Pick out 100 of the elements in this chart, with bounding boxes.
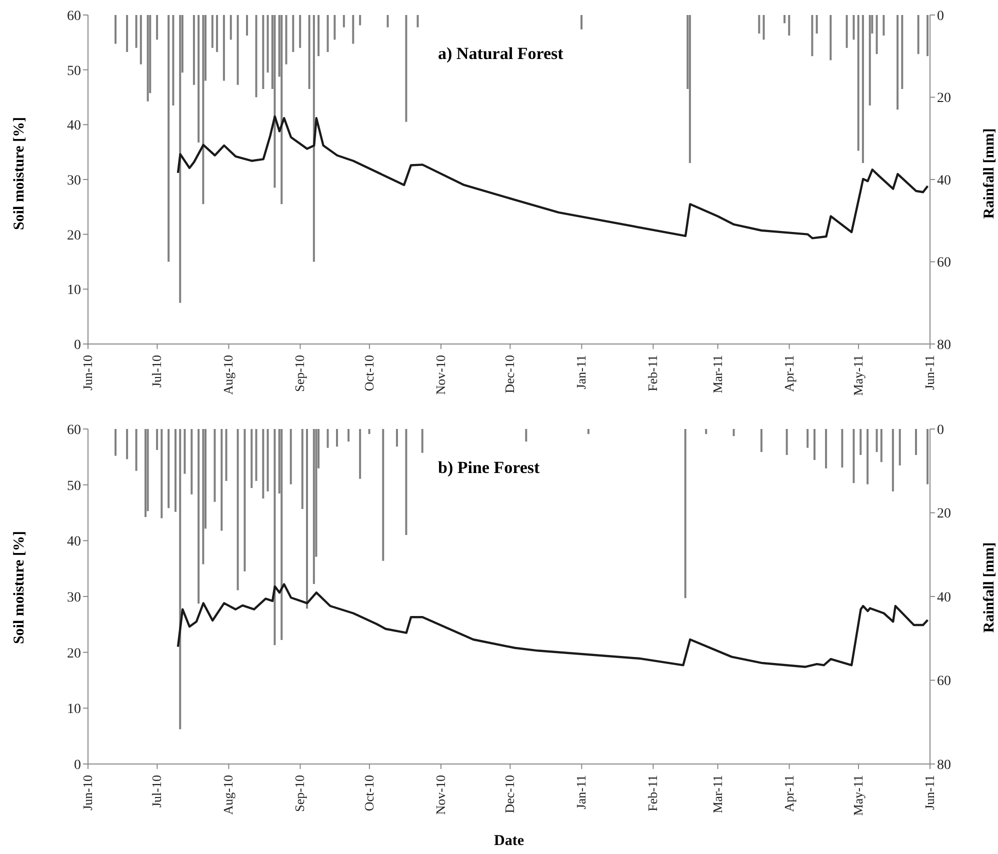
x-tick-label: Dec-10	[502, 355, 518, 394]
bar	[230, 15, 232, 40]
bar	[846, 15, 848, 48]
y2-axis-title: Rainfall [mm]	[982, 542, 998, 632]
bar	[876, 15, 878, 54]
x-tick-label: Apr-11	[781, 775, 796, 812]
bar	[684, 429, 686, 598]
bar	[758, 15, 760, 34]
bar	[587, 429, 590, 434]
bar	[382, 429, 384, 561]
x-tick-label: Jan-11	[574, 775, 589, 810]
x-tick-label: Jul-10	[149, 355, 164, 388]
bar	[866, 429, 869, 484]
bar	[915, 429, 918, 455]
bar	[318, 15, 320, 56]
bar	[352, 15, 354, 44]
bar	[326, 429, 329, 448]
bar	[816, 15, 818, 34]
bar	[184, 429, 186, 474]
bar	[292, 15, 294, 52]
bar	[202, 15, 204, 204]
x-tick-label: Dec-10	[502, 775, 518, 814]
bar	[262, 429, 264, 499]
bar	[405, 429, 408, 535]
bar	[788, 15, 790, 36]
bar	[114, 15, 117, 44]
bar	[246, 15, 248, 36]
bar	[334, 15, 336, 40]
bar	[144, 429, 147, 517]
bar	[126, 429, 128, 460]
x-tick-label: Apr-11	[781, 355, 796, 392]
bar	[760, 429, 762, 452]
bar	[280, 15, 283, 204]
bar	[236, 15, 239, 85]
bar	[214, 429, 216, 502]
x-tick-label: Mar-11	[710, 775, 725, 814]
bar	[868, 15, 871, 106]
bar	[190, 429, 193, 494]
bar	[174, 429, 177, 512]
bar	[192, 15, 195, 85]
text: b) Pine Forest	[438, 458, 540, 478]
bar	[896, 15, 899, 110]
bar	[225, 429, 228, 481]
y2-tick-label: 60	[937, 256, 951, 271]
x-tick-label: Jun-11	[922, 775, 937, 810]
bar	[274, 15, 276, 188]
bar	[146, 15, 149, 102]
bar	[266, 429, 269, 492]
bar	[172, 15, 174, 106]
y-tick-label: 30	[67, 590, 81, 606]
x-axis-title: Date	[493, 833, 525, 850]
bar	[202, 429, 204, 564]
bar	[386, 15, 389, 28]
bar	[852, 15, 855, 40]
bar	[179, 15, 182, 303]
bar	[830, 15, 832, 60]
x-tick-label: May-11	[850, 775, 866, 816]
bar	[114, 429, 117, 456]
bar	[862, 15, 864, 164]
x-tick-label: Mar-11	[710, 355, 725, 394]
bar	[179, 429, 182, 730]
x-tick-label: Jun-10	[80, 775, 95, 810]
bar	[266, 15, 269, 73]
bar	[841, 429, 844, 468]
bar	[898, 429, 901, 466]
bar	[299, 15, 302, 48]
y2-tick-label: 40	[937, 590, 951, 606]
y-tick-label: 50	[67, 64, 81, 79]
bar	[255, 15, 258, 98]
y2-tick-label: 20	[937, 506, 951, 522]
bar	[688, 15, 691, 164]
bar	[308, 15, 310, 90]
bar	[825, 429, 828, 468]
bar	[580, 15, 583, 30]
x-tick-label: Jun-10	[80, 355, 95, 390]
x-tick-label: Nov-10	[432, 775, 448, 815]
x-tick-label: Feb-11	[645, 775, 660, 812]
bar	[306, 429, 308, 609]
bar	[216, 15, 218, 52]
bar	[814, 429, 816, 460]
y-axis-title: Soil moisture [%]	[12, 116, 28, 230]
bar	[250, 429, 253, 488]
bar	[262, 15, 264, 90]
y2-tick-label: 20	[937, 91, 951, 106]
bar	[285, 15, 288, 64]
y-tick-label: 30	[67, 173, 81, 188]
y-tick-label: 60	[67, 8, 81, 24]
bar	[359, 429, 362, 479]
bar	[421, 429, 424, 453]
x-tick-label: Oct-10	[361, 355, 376, 392]
bar	[198, 15, 200, 142]
x-tick-label: May-11	[850, 355, 866, 396]
y2-tick-label: 80	[937, 758, 951, 773]
bar	[135, 15, 138, 48]
y2-tick-label: 80	[937, 338, 951, 353]
bar	[336, 429, 338, 447]
y-tick-label: 40	[67, 118, 81, 134]
bar	[806, 429, 809, 448]
line-series	[176, 115, 929, 240]
x-tick-label: Jun-11	[922, 355, 937, 390]
